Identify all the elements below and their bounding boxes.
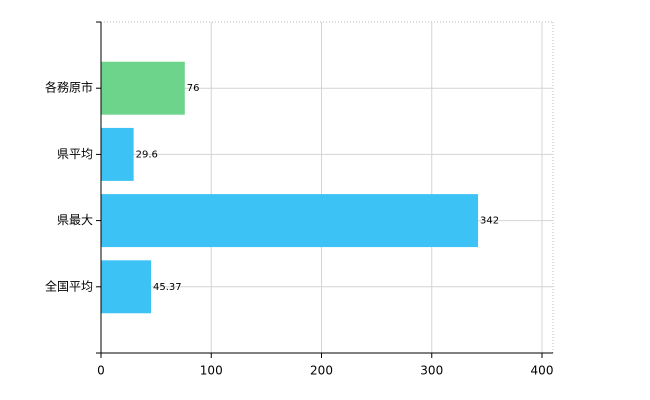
x-tick-label: 200: [310, 364, 333, 378]
value-label: 342: [480, 216, 499, 227]
value-label: 76: [187, 83, 200, 94]
value-label: 29.6: [136, 149, 158, 160]
y-tick-label: 県最大: [57, 213, 93, 227]
x-tick-label: 0: [97, 364, 105, 378]
x-tick-label: 300: [420, 364, 443, 378]
x-tick-label: 100: [200, 364, 223, 378]
x-tick-label: 400: [531, 364, 554, 378]
y-tick-label: 各務原市: [45, 80, 93, 95]
bar: [101, 260, 152, 314]
bar: [101, 127, 134, 181]
y-tick-label: 全国平均: [45, 278, 93, 293]
value-label: 45.37: [153, 282, 182, 293]
bar: [101, 61, 185, 115]
y-tick-label: 県平均: [57, 147, 93, 161]
bar: [101, 194, 479, 248]
